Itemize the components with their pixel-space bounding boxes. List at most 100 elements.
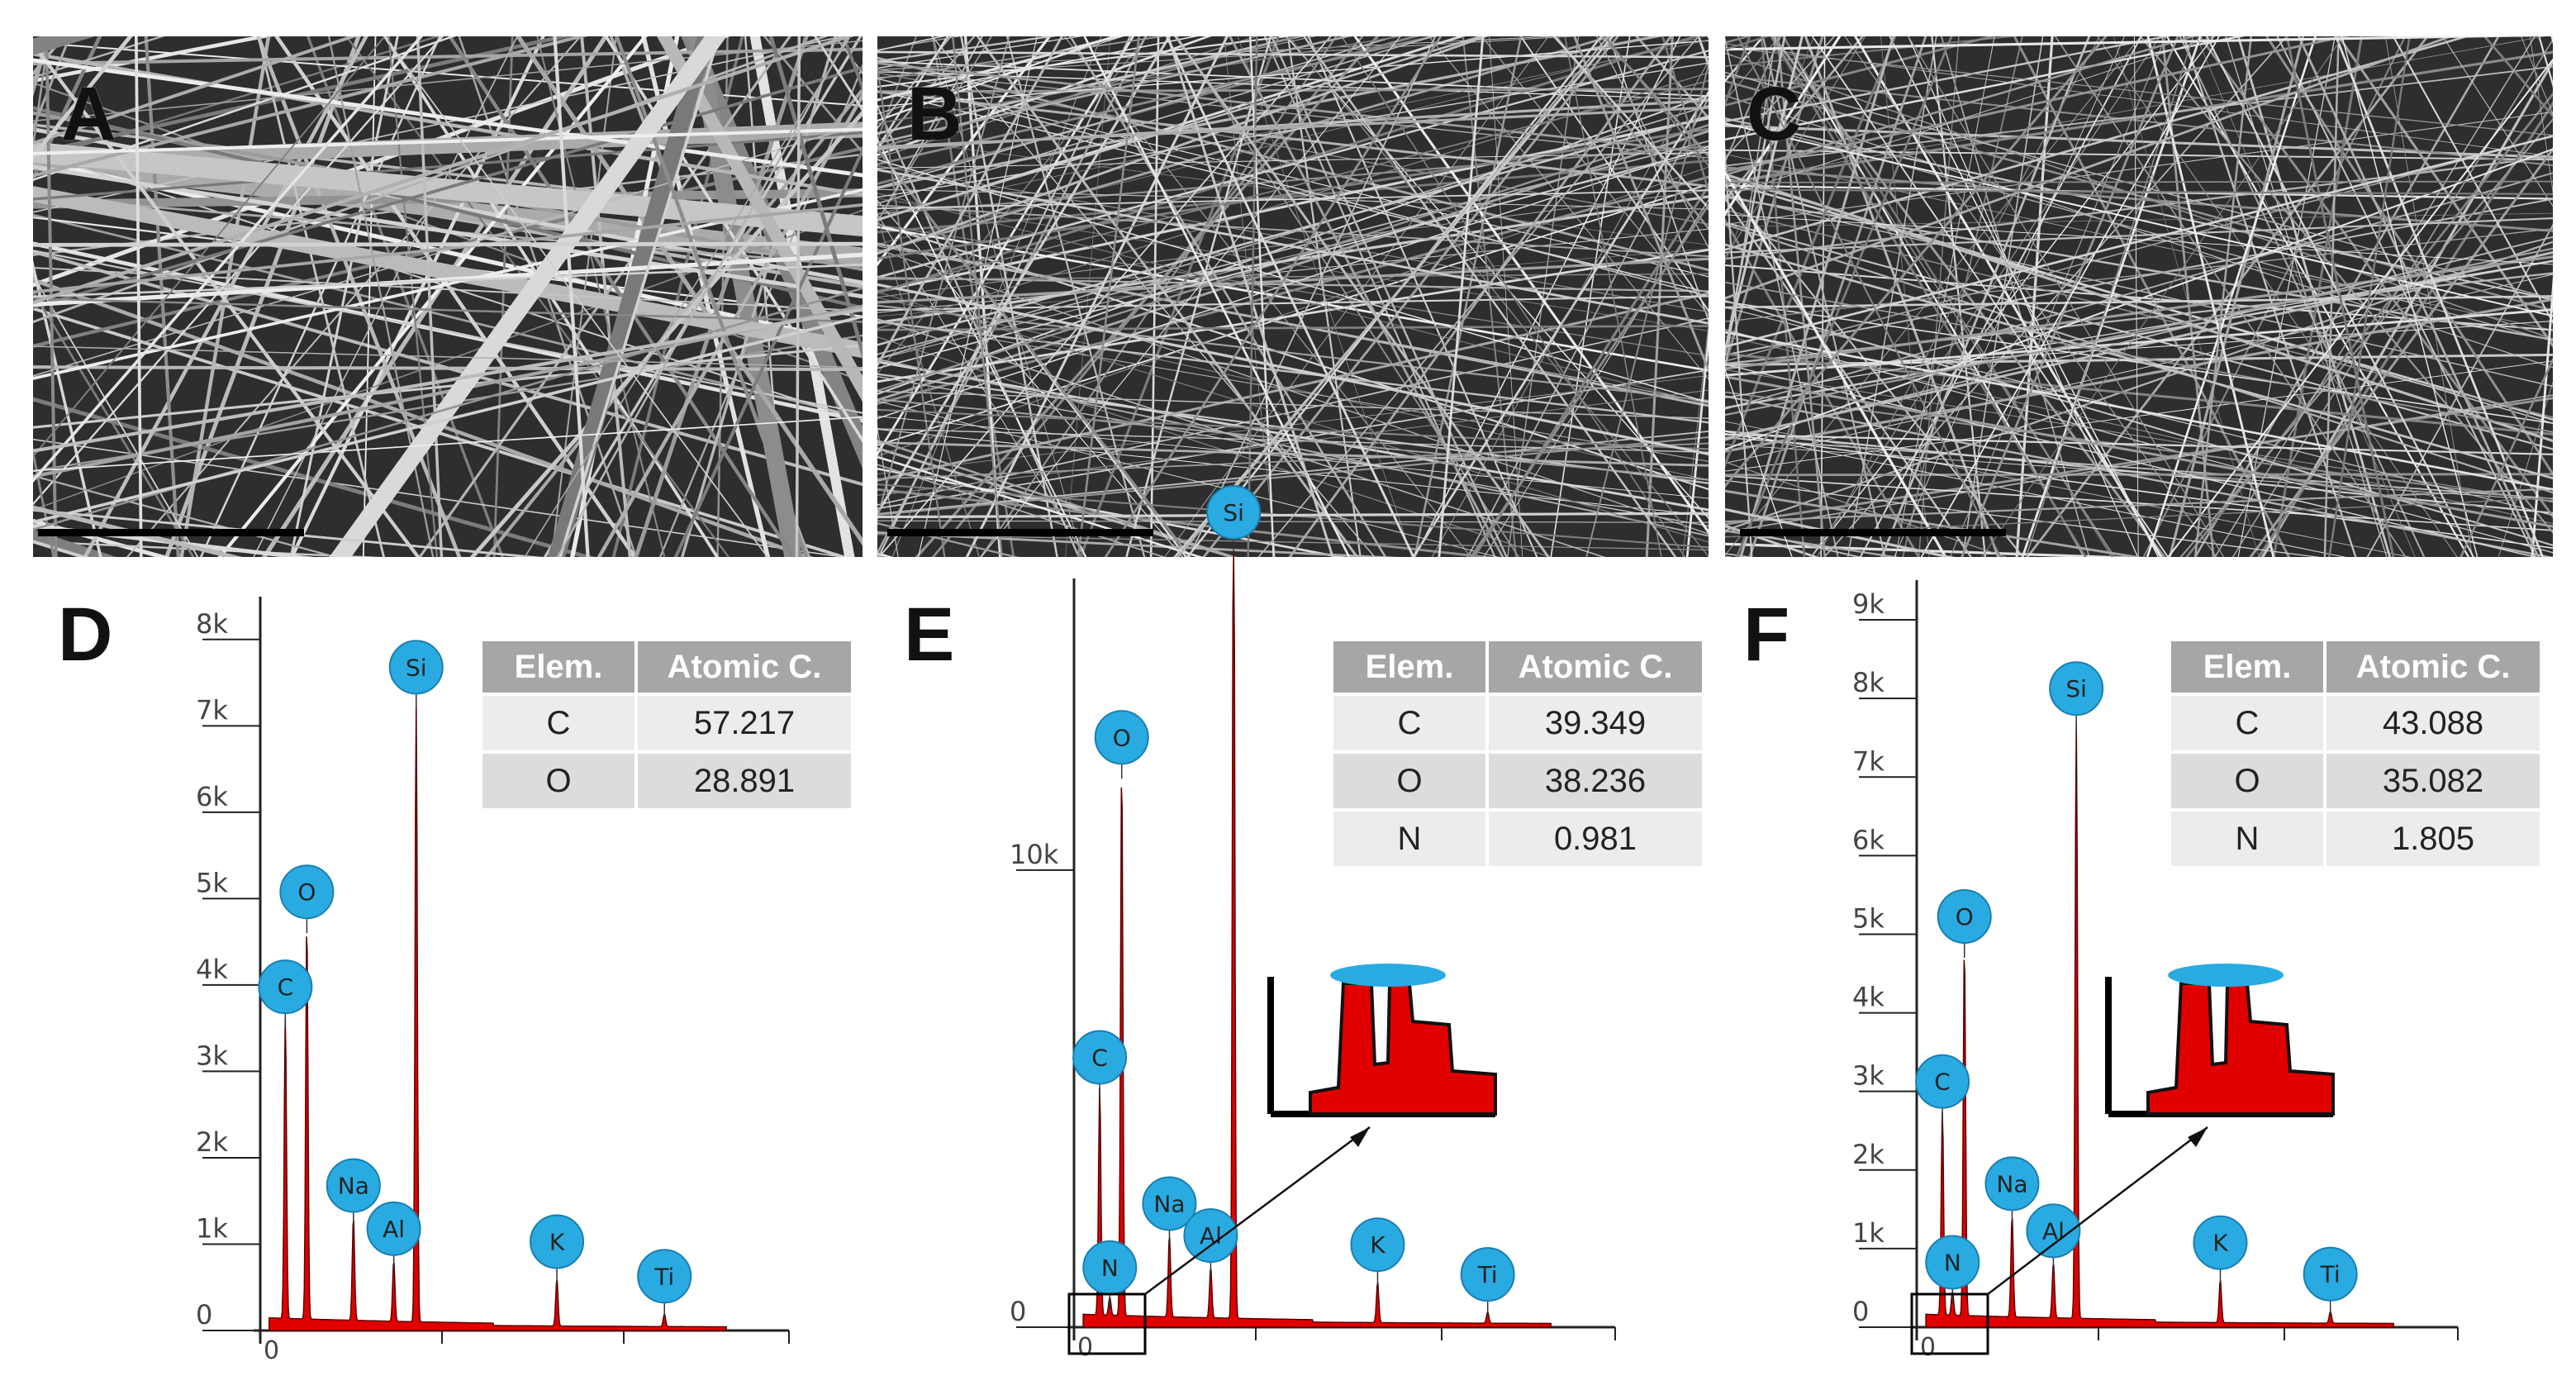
fiber bbox=[877, 36, 984, 224]
fiber bbox=[877, 400, 1499, 557]
fiber bbox=[1104, 36, 1442, 557]
fiber bbox=[877, 36, 1316, 133]
fiber bbox=[1908, 36, 2139, 557]
fiber bbox=[1725, 36, 2141, 556]
fiber bbox=[877, 36, 952, 130]
table-cell: C bbox=[1333, 696, 1485, 750]
fiber bbox=[877, 127, 1709, 260]
fiber bbox=[877, 93, 1709, 395]
fiber bbox=[1725, 188, 2553, 195]
fiber bbox=[1880, 36, 1930, 557]
fiber bbox=[1725, 364, 2538, 557]
element-badge-k bbox=[2193, 1215, 2248, 1270]
element-label: N bbox=[1101, 1254, 1119, 1282]
arrow-head bbox=[1350, 1127, 1370, 1147]
fiber bbox=[877, 50, 1709, 278]
fiber bbox=[2265, 36, 2553, 477]
fiber bbox=[2328, 36, 2411, 557]
fiber bbox=[33, 36, 72, 132]
element-badge-si bbox=[1206, 485, 1262, 540]
fiber bbox=[2498, 381, 2553, 557]
fiber bbox=[1725, 542, 2142, 557]
fiber bbox=[1229, 36, 1504, 557]
fiber bbox=[877, 522, 1019, 557]
fiber bbox=[1725, 488, 2553, 523]
fiber bbox=[1725, 36, 1786, 359]
x-tick-label: 0 bbox=[1077, 1333, 1093, 1362]
fiber bbox=[1725, 173, 2553, 443]
table-header-atomic: Atomic C. bbox=[1489, 641, 1702, 693]
fiber bbox=[1564, 36, 1662, 557]
fiber bbox=[33, 36, 359, 145]
table-header-atomic: Atomic C. bbox=[2326, 641, 2540, 693]
element-label: O bbox=[1956, 903, 1974, 931]
panel-label-e: E bbox=[904, 593, 955, 677]
fiber bbox=[877, 36, 1258, 159]
fiber bbox=[1725, 489, 2144, 557]
fiber bbox=[877, 36, 1439, 166]
fiber bbox=[1725, 46, 2553, 136]
fiber bbox=[877, 317, 1709, 506]
fiber bbox=[877, 408, 1709, 450]
fiber bbox=[383, 36, 768, 557]
zoom-inset bbox=[1264, 964, 1497, 1117]
fiber bbox=[33, 36, 424, 483]
fiber bbox=[1811, 36, 2170, 557]
fiber bbox=[33, 164, 863, 299]
fiber bbox=[877, 78, 1709, 298]
fiber bbox=[768, 36, 863, 359]
fiber bbox=[877, 146, 1192, 557]
element-badge-al bbox=[366, 1201, 421, 1256]
y-tick-label: 7k bbox=[196, 694, 228, 726]
fiber bbox=[877, 36, 918, 143]
fiber bbox=[33, 36, 854, 305]
fiber bbox=[33, 540, 383, 557]
fiber bbox=[877, 213, 1086, 557]
fiber bbox=[33, 36, 386, 458]
fiber bbox=[1725, 36, 2350, 173]
fiber bbox=[1725, 36, 1998, 107]
fiber bbox=[877, 145, 1709, 215]
fiber bbox=[1149, 36, 1160, 557]
fiber bbox=[33, 36, 133, 160]
fiber bbox=[1237, 36, 1413, 557]
fiber bbox=[877, 199, 1184, 557]
fiber bbox=[329, 36, 727, 557]
fiber bbox=[33, 203, 863, 294]
fiber bbox=[877, 148, 1709, 369]
fiber bbox=[877, 464, 1167, 557]
scale-bar bbox=[1740, 529, 2006, 536]
inset-badge-fragment bbox=[1330, 964, 1446, 987]
fiber bbox=[877, 416, 1709, 499]
y-tick-label: 5k bbox=[196, 867, 228, 898]
fiber bbox=[877, 62, 1709, 198]
fiber bbox=[1270, 36, 1508, 557]
element-label: K bbox=[549, 1229, 565, 1256]
fiber bbox=[965, 36, 1229, 557]
fiber bbox=[1247, 36, 1258, 557]
element-label: Si bbox=[406, 654, 427, 681]
fiber bbox=[1725, 36, 2019, 68]
y-tick-label: 10k bbox=[1010, 839, 1059, 870]
fiber bbox=[952, 36, 1003, 557]
y-tick-label: 2k bbox=[196, 1126, 228, 1158]
fiber bbox=[1353, 36, 1709, 535]
element-label: Si bbox=[2065, 675, 2087, 702]
fiber bbox=[447, 36, 796, 557]
table-row: C 57.217 bbox=[482, 696, 851, 750]
element-badge-c bbox=[1915, 1054, 1970, 1109]
element-badge-n bbox=[1925, 1235, 1980, 1290]
fiber bbox=[2168, 36, 2305, 557]
table-row: O 38.236 bbox=[1333, 754, 1702, 808]
fiber bbox=[1469, 202, 1709, 557]
fiber bbox=[1725, 36, 1782, 164]
fiber bbox=[33, 40, 421, 557]
fiber bbox=[877, 36, 1167, 80]
fiber bbox=[1735, 36, 1953, 557]
element-badge-ti bbox=[1460, 1247, 1515, 1302]
fiber bbox=[1173, 36, 1551, 557]
fiber bbox=[2182, 36, 2357, 557]
fiber bbox=[877, 512, 1709, 519]
scale-bar bbox=[38, 529, 304, 536]
fiber bbox=[1068, 36, 1387, 557]
